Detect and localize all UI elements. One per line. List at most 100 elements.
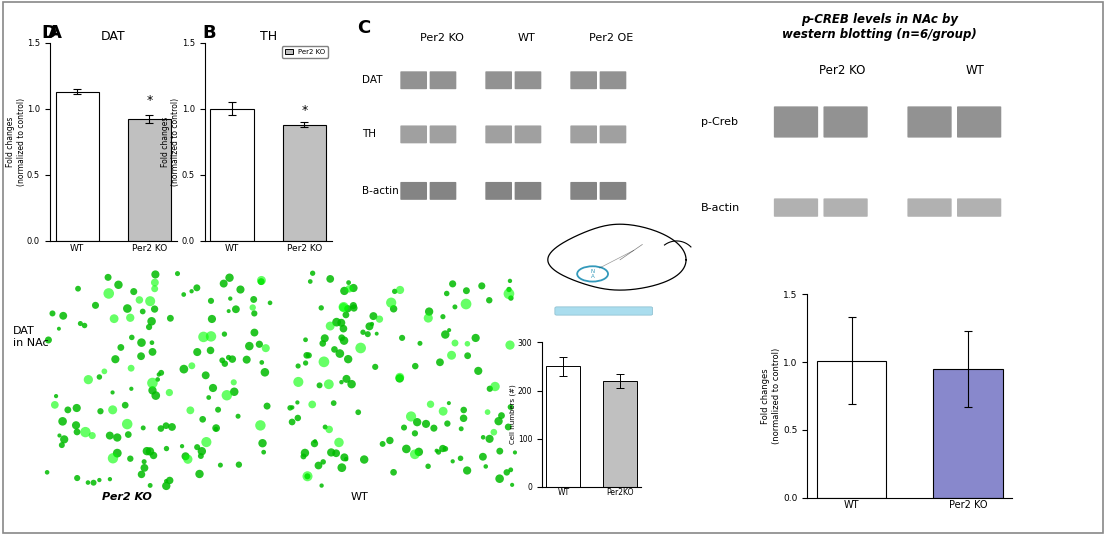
Point bbox=[254, 448, 272, 456]
Point bbox=[302, 277, 320, 286]
Point bbox=[438, 289, 456, 298]
Point bbox=[446, 339, 463, 347]
Point bbox=[202, 332, 220, 341]
Point bbox=[168, 269, 186, 278]
Point bbox=[417, 419, 435, 428]
Point bbox=[157, 482, 175, 490]
Point bbox=[48, 392, 65, 400]
Point bbox=[201, 346, 219, 355]
Point bbox=[294, 452, 312, 461]
FancyBboxPatch shape bbox=[599, 71, 626, 89]
Point bbox=[419, 314, 437, 323]
Point bbox=[51, 431, 69, 440]
Point bbox=[281, 403, 299, 412]
Point bbox=[283, 418, 301, 426]
Text: *: * bbox=[146, 95, 153, 108]
Point bbox=[501, 277, 519, 285]
Point bbox=[143, 339, 160, 347]
Bar bbox=[816, 361, 886, 498]
Point bbox=[306, 437, 324, 446]
Point bbox=[394, 334, 411, 342]
Point bbox=[144, 379, 161, 387]
Point bbox=[335, 337, 353, 345]
Point bbox=[335, 324, 353, 333]
Point bbox=[257, 368, 274, 377]
Point bbox=[444, 457, 461, 465]
Point bbox=[434, 444, 451, 453]
Point bbox=[230, 461, 248, 469]
Point bbox=[289, 414, 306, 422]
Text: WT: WT bbox=[518, 33, 535, 43]
Point bbox=[195, 333, 212, 341]
Point bbox=[502, 294, 520, 302]
Y-axis label: Fold changes
(normalized to control): Fold changes (normalized to control) bbox=[7, 98, 25, 186]
Point bbox=[355, 455, 373, 464]
Point bbox=[177, 452, 195, 461]
Point bbox=[244, 295, 262, 304]
Point bbox=[135, 457, 153, 466]
Point bbox=[330, 438, 347, 447]
Point bbox=[442, 351, 460, 360]
Point bbox=[473, 281, 491, 290]
Point bbox=[218, 391, 236, 400]
Point bbox=[83, 431, 101, 440]
Point bbox=[175, 290, 192, 299]
FancyBboxPatch shape bbox=[429, 71, 457, 89]
Bar bbox=[283, 125, 326, 241]
Point bbox=[104, 454, 122, 463]
Point bbox=[337, 374, 355, 383]
Point bbox=[390, 374, 408, 383]
Point bbox=[157, 477, 175, 485]
Bar bbox=[55, 91, 98, 241]
Point bbox=[50, 324, 67, 333]
Point bbox=[363, 320, 380, 328]
Point bbox=[311, 381, 328, 389]
Point bbox=[116, 401, 134, 409]
Point bbox=[420, 307, 438, 316]
Point bbox=[227, 305, 244, 314]
Point bbox=[134, 424, 152, 432]
Point bbox=[322, 322, 340, 330]
Point bbox=[69, 427, 86, 436]
Point bbox=[119, 430, 137, 439]
Point bbox=[76, 428, 94, 437]
Point bbox=[91, 373, 108, 381]
Point bbox=[349, 408, 367, 417]
Bar bbox=[128, 119, 171, 241]
Point bbox=[337, 455, 355, 463]
Point bbox=[334, 303, 352, 312]
Point bbox=[359, 330, 377, 339]
Point bbox=[122, 314, 139, 322]
Point bbox=[502, 403, 520, 411]
Point bbox=[216, 360, 233, 368]
Point bbox=[446, 303, 463, 311]
Point bbox=[144, 348, 161, 356]
Point bbox=[296, 359, 314, 368]
Point bbox=[352, 343, 369, 352]
Point bbox=[298, 351, 315, 360]
Point bbox=[431, 358, 449, 366]
Point bbox=[428, 446, 446, 455]
FancyBboxPatch shape bbox=[514, 125, 541, 143]
Point bbox=[500, 423, 518, 431]
Point bbox=[320, 380, 337, 388]
Point bbox=[491, 475, 509, 483]
Text: Per2 KO: Per2 KO bbox=[419, 33, 463, 43]
Point bbox=[202, 296, 220, 305]
Point bbox=[55, 435, 73, 444]
Point bbox=[145, 451, 163, 460]
Point bbox=[216, 330, 233, 339]
Point bbox=[161, 314, 179, 323]
Point bbox=[253, 358, 271, 366]
Point bbox=[490, 417, 508, 425]
Point bbox=[100, 273, 117, 281]
Point bbox=[435, 407, 452, 416]
Point bbox=[67, 404, 85, 412]
FancyBboxPatch shape bbox=[486, 182, 512, 200]
Point bbox=[481, 434, 499, 443]
Point bbox=[188, 284, 206, 292]
Point bbox=[325, 345, 343, 354]
Point bbox=[386, 287, 404, 296]
Point bbox=[304, 269, 322, 278]
Point bbox=[220, 353, 238, 362]
